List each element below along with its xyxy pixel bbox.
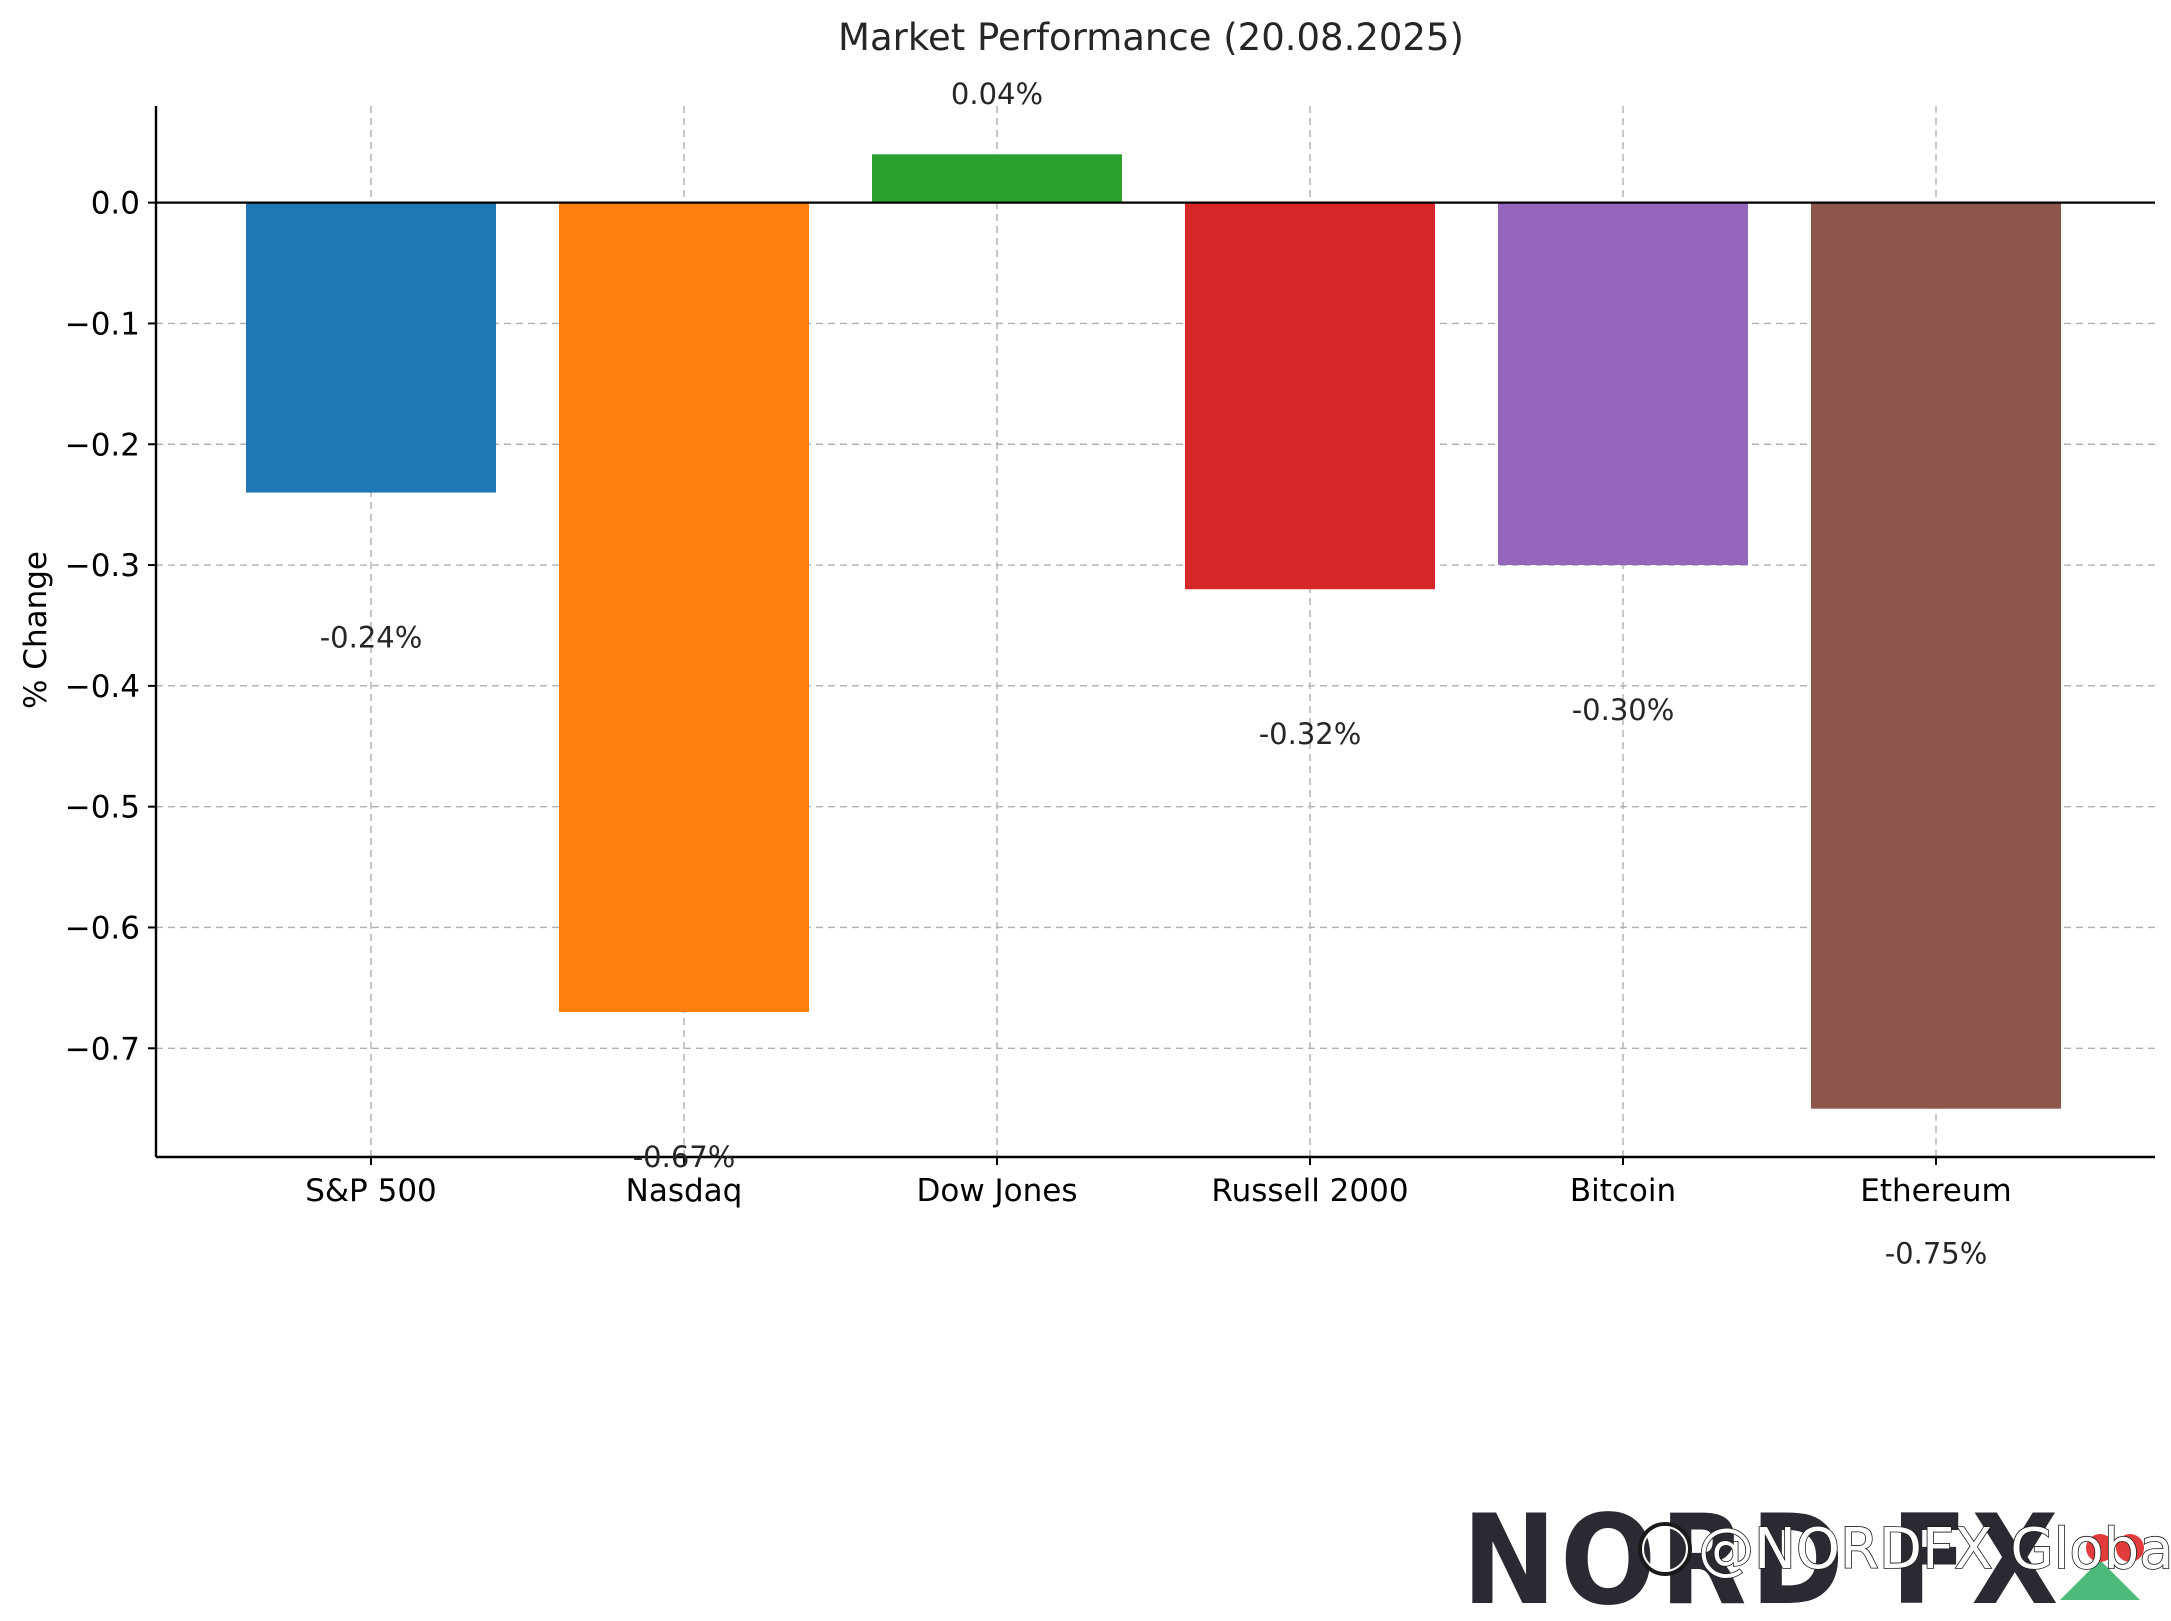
- axes: [154, 106, 2155, 1159]
- x-tick-label: S&P 500: [305, 1173, 437, 1209]
- y-ticks: 0.0 −0.1 −0.2 −0.3 −0.4 −0.5 −0.6 −0.7: [65, 186, 156, 1067]
- data-label: -0.30%: [1572, 693, 1675, 727]
- x-tick-label: Dow Jones: [916, 1173, 1077, 1209]
- y-tick-label: −0.5: [65, 790, 140, 826]
- x-tick-label: Bitcoin: [1570, 1173, 1676, 1209]
- bar-2: [872, 154, 1122, 203]
- watermark-handle: @NORDFX Global: [1698, 1517, 2171, 1582]
- bar-5: [1811, 202, 2061, 1109]
- y-tick-label: 0.0: [91, 186, 140, 222]
- bars: [246, 154, 2061, 1109]
- y-tick-label: −0.1: [65, 306, 140, 342]
- y-axis-label: % Change: [18, 551, 54, 709]
- bar-4: [1498, 202, 1748, 566]
- x-tick-label: Russell 2000: [1211, 1173, 1408, 1209]
- nordfx-logo-mark-icon: [2060, 1534, 2144, 1600]
- y-tick-label: −0.7: [65, 1031, 140, 1067]
- watermark: NORD FX @NORDFX Global: [1462, 1489, 2171, 1621]
- x-ticks: S&P 500 Nasdaq Dow Jones Russell 2000 Bitcoi…: [305, 1157, 2012, 1209]
- bar-3: [1185, 202, 1435, 590]
- x-tick-label: Nasdaq: [626, 1173, 743, 1209]
- y-tick-label: −0.4: [65, 669, 140, 705]
- data-label: -0.32%: [1259, 717, 1362, 751]
- nordfx-logo-text: NORD FX: [1462, 1489, 2062, 1621]
- bar-0: [246, 202, 496, 493]
- data-label: -0.75%: [1885, 1237, 1988, 1271]
- data-label: 0.04%: [951, 77, 1043, 111]
- y-tick-label: −0.2: [65, 427, 140, 463]
- data-label: -0.67%: [633, 1140, 736, 1174]
- data-label: -0.24%: [320, 621, 423, 655]
- data-labels: -0.24% -0.67% 0.04% -0.32% -0.30% -0.75%: [320, 77, 1988, 1271]
- y-tick-label: −0.6: [65, 910, 140, 946]
- y-tick-label: −0.3: [65, 548, 140, 584]
- chart-title: Market Performance (20.08.2025): [838, 16, 1464, 59]
- x-tick-label: Ethereum: [1860, 1173, 2011, 1209]
- bar-1: [559, 202, 809, 1013]
- social-handle-icon: [1638, 1522, 1692, 1576]
